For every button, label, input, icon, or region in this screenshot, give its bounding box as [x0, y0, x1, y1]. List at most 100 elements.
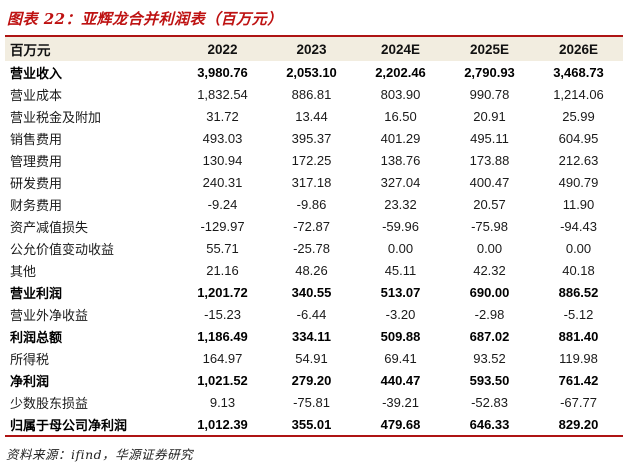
cell-value: -25.78 — [293, 240, 330, 256]
table-row: 营业税金及附加 31.72 13.44 16.50 20.91 25.99 — [5, 105, 623, 127]
table-row: 营业利润 1,201.72 340.55 513.07 690.00 886.52 — [5, 281, 623, 303]
cell-value: 23.32 — [384, 196, 417, 212]
table-row: 利润总额 1,186.49 334.11 509.88 687.02 881.40 — [5, 325, 623, 347]
cell-value: 55.71 — [206, 240, 239, 256]
cell-value: 355.01 — [291, 416, 332, 432]
cell-value: 172.25 — [291, 152, 332, 168]
table-row: 归属于母公司净利润 1,012.39 355.01 479.68 646.33 829.2… — [5, 413, 623, 436]
cell-value: -2.98 — [474, 306, 505, 322]
cell-value: 334.11 — [291, 328, 332, 344]
table-row: 少数股东损益 9.13 -75.81 -39.21 -52.83 -67.77 — [5, 391, 623, 413]
row-label: 利润总额 — [10, 329, 63, 345]
cell-value: 990.78 — [469, 86, 510, 102]
cell-value: 20.57 — [473, 196, 506, 212]
row-label: 营业收入 — [10, 65, 63, 81]
table-row: 管理费用 130.94 172.25 138.76 173.88 212.63 — [5, 149, 623, 171]
cell-value: 886.81 — [291, 86, 332, 102]
table-row: 销售费用 493.03 395.37 401.29 495.11 604.95 — [5, 127, 623, 149]
cell-value: -6.44 — [296, 306, 327, 322]
cell-value: 881.40 — [558, 328, 599, 344]
header-row: 百万元 2022 2023 2024E 2025E 2026E — [5, 36, 623, 61]
unit-header: 百万元 — [5, 36, 178, 61]
cell-value: 3,980.76 — [197, 64, 248, 80]
cell-value: 479.68 — [380, 416, 421, 432]
cell-value: 48.26 — [295, 262, 328, 278]
row-label: 归属于母公司净利润 — [10, 417, 128, 433]
cell-value: 0.00 — [565, 240, 592, 256]
cell-value: 13.44 — [295, 108, 328, 124]
table-row: 研发费用 240.31 317.18 327.04 400.47 490.79 — [5, 171, 623, 193]
table-row: 公允价值变动收益 55.71 -25.78 0.00 0.00 0.00 — [5, 237, 623, 259]
cell-value: 509.88 — [380, 328, 421, 344]
cell-value: 1,201.72 — [197, 284, 248, 300]
cell-value: 646.33 — [469, 416, 510, 432]
cell-value: 400.47 — [469, 174, 510, 190]
row-label: 其他 — [10, 263, 37, 279]
row-label: 管理费用 — [10, 153, 63, 169]
table-row: 所得税 164.97 54.91 69.41 93.52 119.98 — [5, 347, 623, 369]
cell-value: -59.96 — [382, 218, 419, 234]
row-label: 营业利润 — [10, 285, 63, 301]
row-label: 资产减值损失 — [10, 219, 89, 235]
cell-value: 2,790.93 — [464, 64, 515, 80]
cell-value: 45.11 — [384, 262, 417, 278]
cell-value: 495.11 — [470, 130, 509, 146]
cell-value: -15.23 — [204, 306, 241, 322]
cell-value: 1,832.54 — [197, 86, 248, 102]
cell-value: 119.98 — [559, 350, 598, 366]
cell-value: 93.52 — [473, 350, 506, 366]
cell-value: -5.12 — [563, 306, 594, 322]
year-column-header: 2024E — [356, 36, 445, 61]
cell-value: 0.00 — [476, 240, 503, 256]
row-label: 少数股东损益 — [10, 395, 89, 411]
cell-value: 829.20 — [558, 416, 599, 432]
cell-value: 42.32 — [473, 262, 506, 278]
cell-value: 164.97 — [202, 350, 243, 366]
cell-value: 395.37 — [291, 130, 332, 146]
row-label: 营业外净收益 — [10, 307, 89, 323]
cell-value: -39.21 — [382, 394, 419, 410]
year-column-header: 2026E — [534, 36, 623, 61]
cell-value: 138.76 — [380, 152, 421, 168]
cell-value: 440.47 — [380, 372, 421, 388]
cell-value: 2,053.10 — [286, 64, 337, 80]
cell-value: 20.91 — [473, 108, 506, 124]
cell-value: 604.95 — [558, 130, 599, 146]
cell-value: 130.94 — [202, 152, 243, 168]
cell-value: 240.31 — [202, 174, 243, 190]
table-row: 其他 21.16 48.26 45.11 42.32 40.18 — [5, 259, 623, 281]
table-row: 营业成本 1,832.54 886.81 803.90 990.78 1,214.06 — [5, 83, 623, 105]
cell-value: 212.63 — [558, 152, 599, 168]
row-label: 营业成本 — [10, 87, 63, 103]
cell-value: -67.77 — [560, 394, 597, 410]
cell-value: 513.07 — [380, 284, 421, 300]
cell-value: 21.16 — [206, 262, 239, 278]
year-column-header: 2025E — [445, 36, 534, 61]
cell-value: -9.24 — [207, 196, 238, 212]
cell-value: -94.43 — [560, 218, 597, 234]
cell-value: 31.72 — [206, 108, 239, 124]
table-header: 百万元 2022 2023 2024E 2025E 2026E — [5, 36, 623, 61]
cell-value: 54.91 — [295, 350, 328, 366]
row-label: 销售费用 — [10, 131, 63, 147]
cell-value: 16.50 — [384, 108, 417, 124]
cell-value: 593.50 — [469, 372, 510, 388]
table-body: 营业收入 3,980.76 2,053.10 2,202.46 2,790.93 3,46… — [5, 61, 623, 436]
income-statement-table: 百万元 2022 2023 2024E 2025E 2026E 营业收入 3,980.76… — [5, 35, 623, 437]
cell-value: 803.90 — [380, 86, 421, 102]
cell-value: 687.02 — [469, 328, 510, 344]
cell-value: 0.00 — [387, 240, 414, 256]
source-note: 资料来源：ifind，华源证券研究 — [6, 447, 194, 462]
cell-value: -75.98 — [471, 218, 508, 234]
table-row: 营业外净收益 -15.23 -6.44 -3.20 -2.98 -5.12 — [5, 303, 623, 325]
cell-value: 40.18 — [562, 262, 595, 278]
cell-value: 886.52 — [558, 284, 599, 300]
cell-value: -129.97 — [200, 218, 245, 234]
table-row: 财务费用 -9.24 -9.86 23.32 20.57 11.90 — [5, 193, 623, 215]
table-row: 资产减值损失 -129.97 -72.87 -59.96 -75.98 -94.43 — [5, 215, 623, 237]
table-row: 营业收入 3,980.76 2,053.10 2,202.46 2,790.93 3,46… — [5, 61, 623, 83]
cell-value: 690.00 — [469, 284, 510, 300]
cell-value: 25.99 — [562, 108, 595, 124]
cell-value: 1,186.49 — [197, 328, 248, 344]
